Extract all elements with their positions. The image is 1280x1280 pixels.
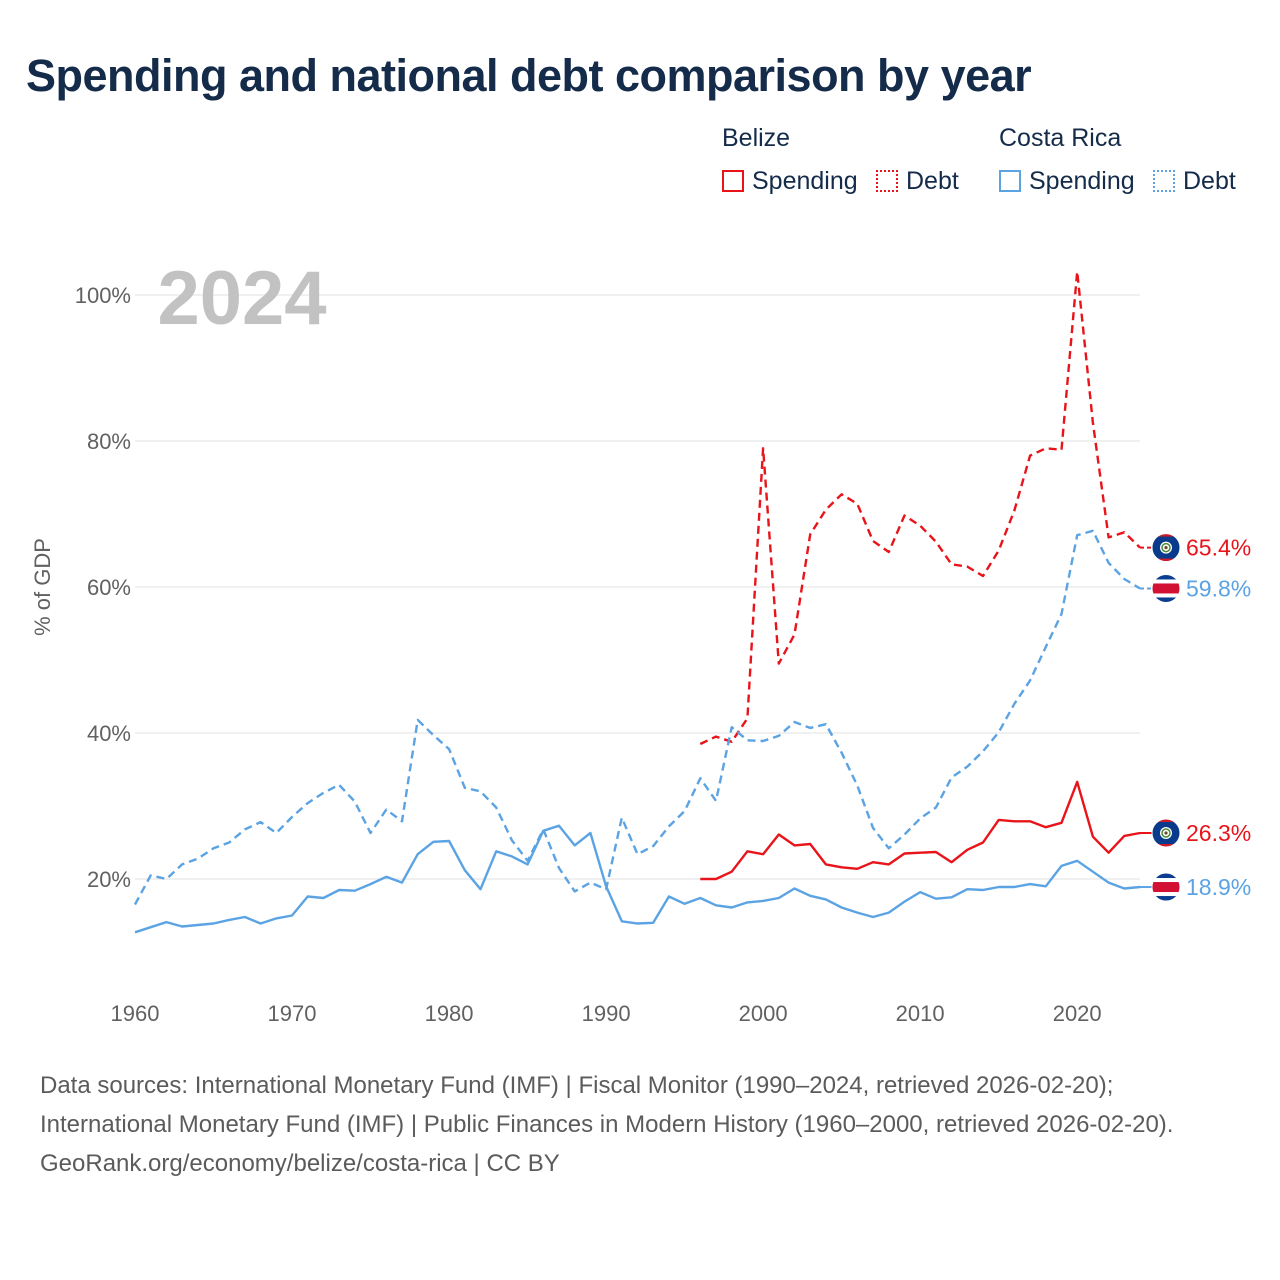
legend-swatch-costa-rica-debt [1153, 170, 1175, 192]
x-tick-label-2020: 2020 [1053, 1001, 1102, 1026]
legend-group-belize: Belize [722, 124, 791, 152]
end-value-label-costa-rica-spending: 18.9% [1186, 874, 1251, 900]
y-axis-title: % of GDP [30, 538, 55, 636]
x-axis: 1960 1970 1980 1990 2000 2010 2020 [111, 1001, 1102, 1026]
end-value-label-belize-debt: 65.4% [1186, 535, 1251, 561]
x-tick-label-1970: 1970 [268, 1001, 317, 1026]
x-tick-label-1980: 1980 [425, 1001, 474, 1026]
x-tick-label-1960: 1960 [111, 1001, 160, 1026]
costa-rica-flag-icon [1151, 573, 1181, 603]
legend-swatch-belize-debt [876, 170, 898, 192]
legend-label-belize-spending: Spending [752, 166, 858, 195]
belize-flag-icon [1151, 818, 1181, 848]
y-axis: 20% 40% 60% 80% 100% [75, 283, 131, 892]
legend-belize-spending[interactable]: Spending [722, 166, 858, 196]
legend-swatch-belize-spending [722, 170, 744, 192]
attribution: GeoRank.org/economy/belize/costa-rica | … [40, 1150, 560, 1177]
legend-swatch-costa-rica-spending [999, 170, 1021, 192]
costa-rica-flag-icon [1151, 872, 1181, 902]
belize-flag-icon [1151, 533, 1181, 563]
grid [135, 294, 1140, 880]
legend-group-costa-rica: Costa Rica [999, 124, 1122, 152]
legend-label-costa-rica-debt: Debt [1183, 166, 1236, 195]
legend-belize-debt[interactable]: Debt [876, 166, 959, 196]
end-value-label-costa-rica-debt: 59.8% [1186, 575, 1251, 601]
end-value-label-belize-spending: 26.3% [1186, 820, 1251, 846]
y-tick-label-60: 60% [87, 575, 131, 600]
y-tick-label-40: 40% [87, 721, 131, 746]
legend-costa-rica-spending[interactable]: Spending [999, 166, 1135, 196]
year-watermark: 2024 [157, 256, 326, 341]
series-line-belize-spending [700, 780, 1141, 881]
series-line-belize-debt [699, 270, 1141, 746]
line-chart: 2024 % of GDP 20%40%60%80%100% 1960 1970 1… [30, 256, 1251, 1026]
data-sources: Data sources: International Monetary Fun… [40, 1072, 1174, 1138]
y-tick-label-20: 20% [87, 867, 131, 892]
x-tick-label-1990: 1990 [582, 1001, 631, 1026]
series [133, 270, 1141, 934]
y-tick-label-100: 100% [75, 283, 131, 308]
x-tick-label-2000: 2000 [739, 1001, 788, 1026]
footer: Data sources: International Monetary Fun… [40, 1066, 1240, 1183]
end-labels: 65.4% 59.8% 26.3% 18.9% [1140, 533, 1251, 902]
legend-label-costa-rica-spending: Spending [1029, 166, 1135, 195]
chart-title: Spending and national debt comparison by… [26, 50, 1032, 101]
legend-label-belize-debt: Debt [906, 166, 959, 195]
x-tick-label-2010: 2010 [896, 1001, 945, 1026]
y-tick-label-80: 80% [87, 429, 131, 454]
series-line-costa-rica-spending [134, 824, 1141, 934]
legend-costa-rica-debt[interactable]: Debt [1153, 166, 1236, 196]
